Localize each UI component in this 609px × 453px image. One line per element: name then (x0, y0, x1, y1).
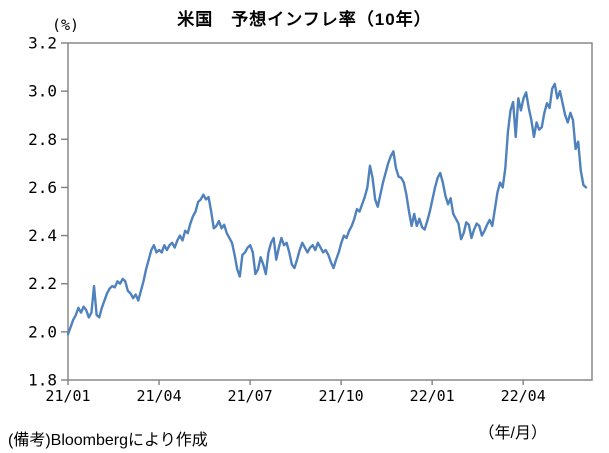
y-axis-unit-label: (%) (52, 16, 80, 34)
x-tick-label: 22/01 (410, 387, 455, 405)
y-tick-label: 2.0 (28, 322, 57, 341)
chart-title: 米国 予想インフレ率（10年） (177, 10, 432, 29)
data-line (66, 82, 588, 336)
y-tick-label: 2.2 (28, 274, 57, 293)
x-tick-label: 21/04 (136, 387, 181, 405)
y-tick-label: 1.8 (28, 371, 57, 390)
y-tick-label: 3.2 (28, 34, 57, 53)
plot-frame (67, 42, 593, 381)
x-axis-unit-label: （年/月） (478, 425, 547, 442)
y-tick-label: 2.4 (28, 226, 57, 245)
y-tick-label: 3.0 (28, 82, 57, 101)
y-tick-label: 2.6 (28, 178, 57, 197)
x-tick-label: 22/04 (501, 387, 546, 405)
x-tick-label: 21/07 (227, 387, 272, 405)
x-tick-label: 21/10 (319, 387, 364, 405)
source-note: (備考)Bloombergにより作成 (8, 432, 208, 449)
x-tick-label: 21/01 (45, 387, 90, 405)
y-tick-label: 2.8 (28, 130, 57, 149)
